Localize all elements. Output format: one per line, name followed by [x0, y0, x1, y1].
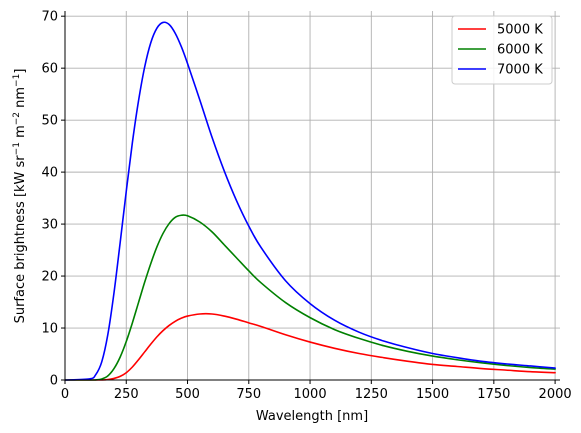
series-line-5000-k: [64, 312, 556, 381]
y-tick-label: 0: [50, 374, 58, 389]
y-label-exp2: −2: [12, 112, 22, 125]
y-label-mid2: nm: [13, 87, 28, 112]
y-tick-label: 70: [41, 10, 58, 25]
legend-label: 7000 K: [497, 63, 543, 78]
y-tick-label: 40: [41, 166, 58, 181]
y-tick-label: 30: [41, 218, 58, 233]
y-label-mid1: m: [13, 125, 28, 142]
legend-box: [451, 15, 553, 85]
legend: 5000 K 6000 K 7000 K: [451, 15, 553, 85]
x-ticks: 0 250 500 750 1000 1250 1500 1750 2000: [61, 380, 572, 402]
series-line-7000-k: [64, 21, 556, 381]
series-layer: [64, 21, 556, 381]
y-tick-label: 50: [41, 114, 58, 129]
axes: [64, 11, 560, 381]
x-tick-label: 1500: [416, 387, 449, 402]
x-axis-label: Wavelength [nm]: [256, 409, 368, 424]
y-tick-label: 60: [41, 62, 58, 77]
y-ticks: 0 10 20 30 40 50 60 70: [41, 10, 65, 389]
y-axis-label: Surface brightness [kW sr−1 m−2 nm−1]: [12, 69, 28, 324]
grid: [65, 11, 560, 380]
y-tick-label: 10: [41, 322, 58, 337]
x-tick-label: 2000: [539, 387, 572, 402]
legend-label: 5000 K: [497, 23, 543, 38]
x-tick-label: 1000: [294, 387, 327, 402]
x-tick-label: 250: [114, 387, 139, 402]
x-tick-label: 1250: [355, 387, 388, 402]
y-label-exp3: −1: [12, 74, 22, 87]
y-label-prefix: Surface brightness [kW sr: [13, 155, 28, 324]
x-tick-label: 1750: [477, 387, 510, 402]
y-label-exp1: −1: [12, 142, 22, 155]
x-tick-label: 500: [175, 387, 200, 402]
x-tick-label: 0: [61, 387, 69, 402]
legend-label: 6000 K: [497, 43, 543, 58]
y-label-suffix: ]: [13, 69, 28, 74]
series-line-6000-k: [64, 214, 556, 381]
x-tick-label: 750: [236, 387, 261, 402]
y-tick-label: 20: [41, 270, 58, 285]
